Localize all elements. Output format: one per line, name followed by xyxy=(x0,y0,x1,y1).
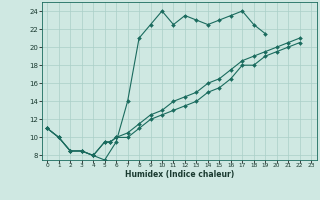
X-axis label: Humidex (Indice chaleur): Humidex (Indice chaleur) xyxy=(124,170,234,179)
